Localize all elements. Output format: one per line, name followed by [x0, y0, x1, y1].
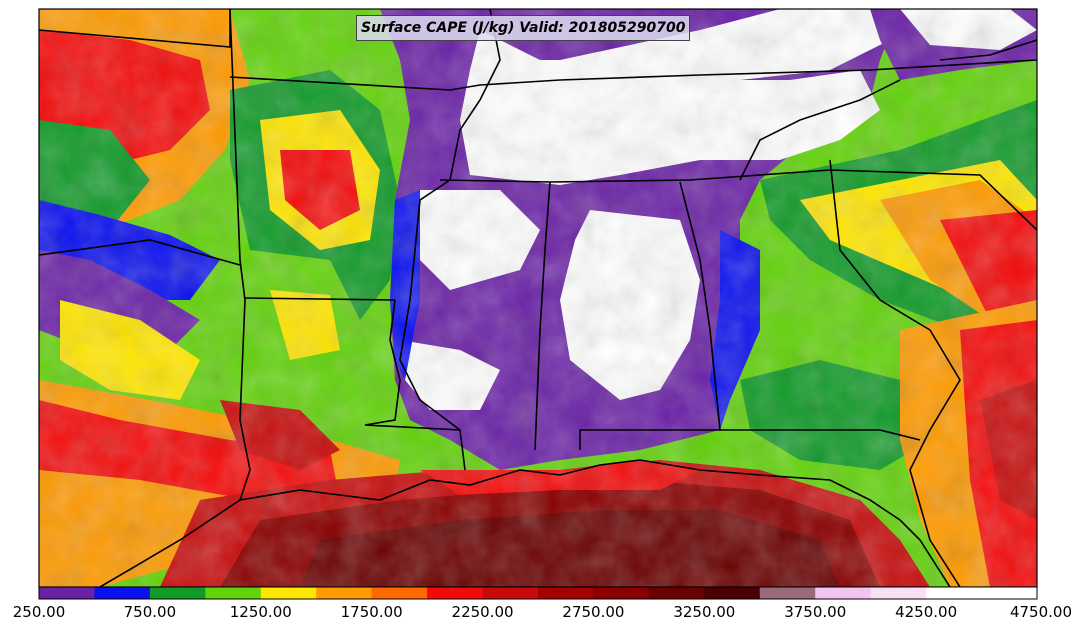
colorbar-segment	[648, 587, 705, 599]
colorbar-tick-label: 2750.00	[562, 603, 625, 621]
colorbar-segment	[759, 587, 816, 599]
colorbar-segment	[815, 587, 872, 599]
colorbar-segment	[205, 587, 262, 599]
colorbar-tick-label: 250.00	[12, 603, 66, 621]
colorbar-segment	[427, 587, 484, 599]
colorbar-segment	[593, 587, 650, 599]
colorbar-segment	[371, 587, 428, 599]
cape-field	[39, 9, 1037, 587]
colorbar-frame	[38, 586, 1038, 600]
colorbar-segment	[482, 587, 539, 599]
colorbar-tick-label: 1250.00	[229, 603, 292, 621]
state-borders	[39, 9, 1037, 587]
colorbar-tick-label: 4250.00	[895, 603, 958, 621]
colorbar-tick-label: 750.00	[123, 603, 177, 621]
colorbar-segment	[538, 587, 594, 599]
colorbar-tick-label: 2250.00	[451, 603, 514, 621]
map-title: Surface CAPE (J/kg) Valid: 201805290700	[356, 15, 691, 41]
colorbar	[39, 587, 1038, 599]
colorbar-segment	[316, 587, 373, 599]
colorbar-tick-label: 1750.00	[340, 603, 403, 621]
colorbar-segment	[94, 587, 151, 599]
colorbar-tick-label: 3250.00	[673, 603, 736, 621]
colorbar-segment	[149, 587, 206, 599]
colorbar-segment	[981, 587, 1038, 599]
colorbar-tick-label: 3750.00	[784, 603, 847, 621]
colorbar-segment	[260, 587, 317, 599]
colorbar-tick-label: 4750.00	[1009, 603, 1072, 621]
colorbar-segment	[704, 587, 761, 599]
colorbar-segment	[870, 587, 927, 599]
colorbar-segment	[926, 587, 983, 599]
colorbar-segment	[39, 587, 95, 599]
